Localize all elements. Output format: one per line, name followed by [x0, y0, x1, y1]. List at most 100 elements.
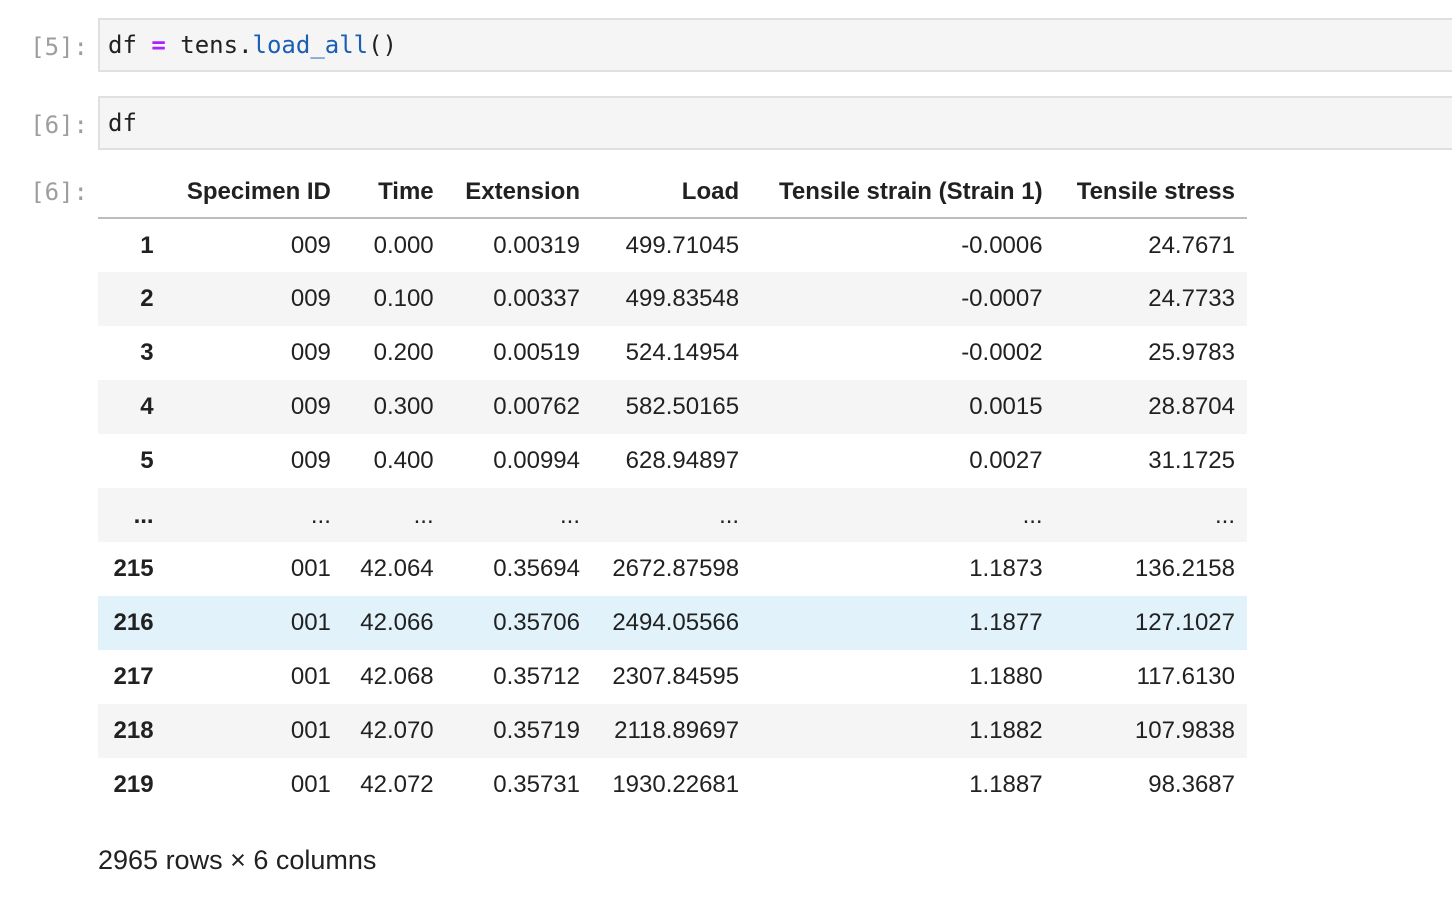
row-index: 2 — [140, 285, 154, 312]
table-cell: -0.0002 — [961, 339, 1043, 366]
table-cell: 001 — [290, 717, 331, 744]
table-cell: 001 — [290, 663, 331, 690]
table-cell: 0.35731 — [493, 771, 580, 798]
table-row[interactable]: 215 001 42.064 0.35694 2672.87598 1.1873 136.2… — [98, 542, 1247, 596]
table-cell: 524.14954 — [625, 339, 740, 366]
table-cell: 0.0015 — [969, 393, 1043, 420]
table-row[interactable]: 217 001 42.068 0.35712 2307.84595 1.1880 117.6… — [98, 650, 1247, 704]
table-cell: 582.50165 — [625, 393, 740, 420]
table-cell: 1.1880 — [969, 663, 1043, 690]
row-index: 4 — [140, 393, 154, 420]
code-token-paren: () — [368, 31, 398, 59]
table-cell: 001 — [290, 609, 331, 636]
table-cell: 98.3687 — [1148, 771, 1235, 798]
table-row[interactable]: 5 009 0.400 0.00994 628.94897 0.0027 31.1725 — [98, 434, 1247, 488]
table-row[interactable]: 3 009 0.200 0.00519 524.14954 -0.0002 25.9783 — [98, 326, 1247, 380]
table-cell: 0.00519 — [493, 339, 580, 366]
output-prompt-6: [6]: — [30, 178, 88, 206]
table-cell: 25.9783 — [1148, 339, 1235, 366]
table-cell: 1.1877 — [969, 609, 1043, 636]
code-token-variable: df — [108, 109, 137, 137]
code-token-object: tens. — [180, 31, 253, 59]
table-cell: 009 — [290, 393, 331, 420]
index-header — [98, 166, 166, 219]
table-cell: 0.00337 — [493, 285, 580, 312]
table-cell: 499.83548 — [625, 285, 740, 312]
row-index: 219 — [113, 771, 154, 798]
table-cell: 127.1027 — [1134, 609, 1235, 636]
row-index: 217 — [113, 663, 154, 690]
row-index: 5 — [140, 447, 154, 474]
table-row[interactable]: 2 009 0.100 0.00337 499.83548 -0.0007 24.7733 — [98, 272, 1247, 326]
input-prompt-5: [5]: — [30, 33, 88, 61]
table-cell: 2672.87598 — [612, 555, 740, 582]
table-cell: 107.9838 — [1134, 717, 1235, 744]
table-cell: 001 — [290, 555, 331, 582]
table-cell: 24.7671 — [1148, 231, 1235, 259]
table-row[interactable]: 216 001 42.066 0.35706 2494.05566 1.1877 127.1… — [98, 596, 1247, 650]
table-cell: 0.200 — [373, 339, 434, 366]
table-cell: 0.00319 — [493, 231, 580, 259]
column-header: Time — [342, 166, 446, 219]
code-cell-5[interactable]: df = tens.load_all() — [98, 18, 1452, 72]
table-cell: ... — [413, 502, 434, 529]
table-cell: ... — [1214, 502, 1235, 529]
table-row[interactable]: 1 009 0.000 0.00319 499.71045 -0.0006 24.7671 — [98, 218, 1247, 272]
table-cell: 009 — [290, 447, 331, 474]
table-row-ellipsis[interactable]: ..................... — [98, 488, 1247, 542]
code-editor[interactable]: df — [108, 108, 137, 138]
table-cell: 1.1882 — [969, 717, 1043, 744]
table-cell: 24.7733 — [1148, 285, 1235, 312]
table-cell: 0.35719 — [493, 717, 580, 744]
table-row[interactable]: 4 009 0.300 0.00762 582.50165 0.0015 28.8704 — [98, 380, 1247, 434]
table-cell: 0.00762 — [493, 393, 580, 420]
row-index: 218 — [113, 717, 154, 744]
table-cell: 0.0027 — [969, 447, 1043, 474]
table-cell: 28.8704 — [1148, 393, 1235, 420]
table-cell: 2118.89697 — [614, 717, 740, 744]
dataframe-shape-summary: 2965 rows × 6 columns — [98, 845, 377, 875]
row-index: 3 — [140, 339, 154, 366]
table-cell: -0.0006 — [961, 231, 1043, 259]
code-cell-6[interactable]: df — [98, 96, 1452, 150]
row-index: ... — [133, 502, 154, 529]
code-token-function: load_all — [252, 31, 369, 59]
table-cell: 009 — [290, 285, 331, 312]
table-cell: 42.068 — [360, 663, 434, 690]
table-cell: 1.1887 — [969, 771, 1043, 798]
table-cell: 0.35694 — [493, 555, 580, 582]
table-cell: ... — [1022, 502, 1043, 529]
table-cell: 1930.22681 — [612, 771, 740, 798]
table-cell: 31.1725 — [1148, 447, 1235, 474]
input-prompt-6: [6]: — [30, 111, 88, 139]
table-cell: 009 — [290, 339, 331, 366]
table-cell: 0.100 — [373, 285, 434, 312]
table-cell: 42.070 — [360, 717, 434, 744]
table-cell: 2494.05566 — [612, 609, 740, 636]
column-header: Specimen ID — [165, 166, 343, 219]
table-cell: 42.064 — [360, 555, 434, 582]
table-cell: ... — [559, 502, 580, 529]
column-header: Load — [592, 166, 752, 219]
table-body: 1 009 0.000 0.00319 499.71045 -0.0006 24.7671 2… — [98, 218, 1247, 812]
table-cell: 001 — [290, 771, 331, 798]
table-cell: ... — [310, 502, 331, 529]
row-index: 1 — [140, 231, 154, 259]
table-cell: 42.066 — [360, 609, 434, 636]
column-header: Tensile strain (Strain 1) — [751, 166, 1055, 219]
table-cell: 499.71045 — [625, 231, 740, 259]
code-token-operator: = — [151, 31, 166, 59]
row-index: 216 — [113, 609, 154, 636]
table-row[interactable]: 219 001 42.072 0.35731 1930.22681 1.1887 98.36… — [98, 758, 1247, 812]
table-row[interactable]: 218 001 42.070 0.35719 2118.89697 1.1882 107.9… — [98, 704, 1247, 758]
code-editor[interactable]: df = tens.load_all() — [108, 30, 397, 60]
table-cell: 2307.84595 — [612, 663, 740, 690]
dataframe-table: Specimen ID Time Extension Load Tensile stra… — [98, 166, 1247, 812]
table-cell: 0.35706 — [493, 609, 580, 636]
table-cell: -0.0007 — [961, 285, 1043, 312]
table-cell: 628.94897 — [625, 447, 740, 474]
table-cell: 0.400 — [373, 447, 434, 474]
table-cell: 0.000 — [373, 231, 434, 259]
table-cell: ... — [719, 502, 740, 529]
table-cell: 117.6130 — [1136, 663, 1235, 690]
